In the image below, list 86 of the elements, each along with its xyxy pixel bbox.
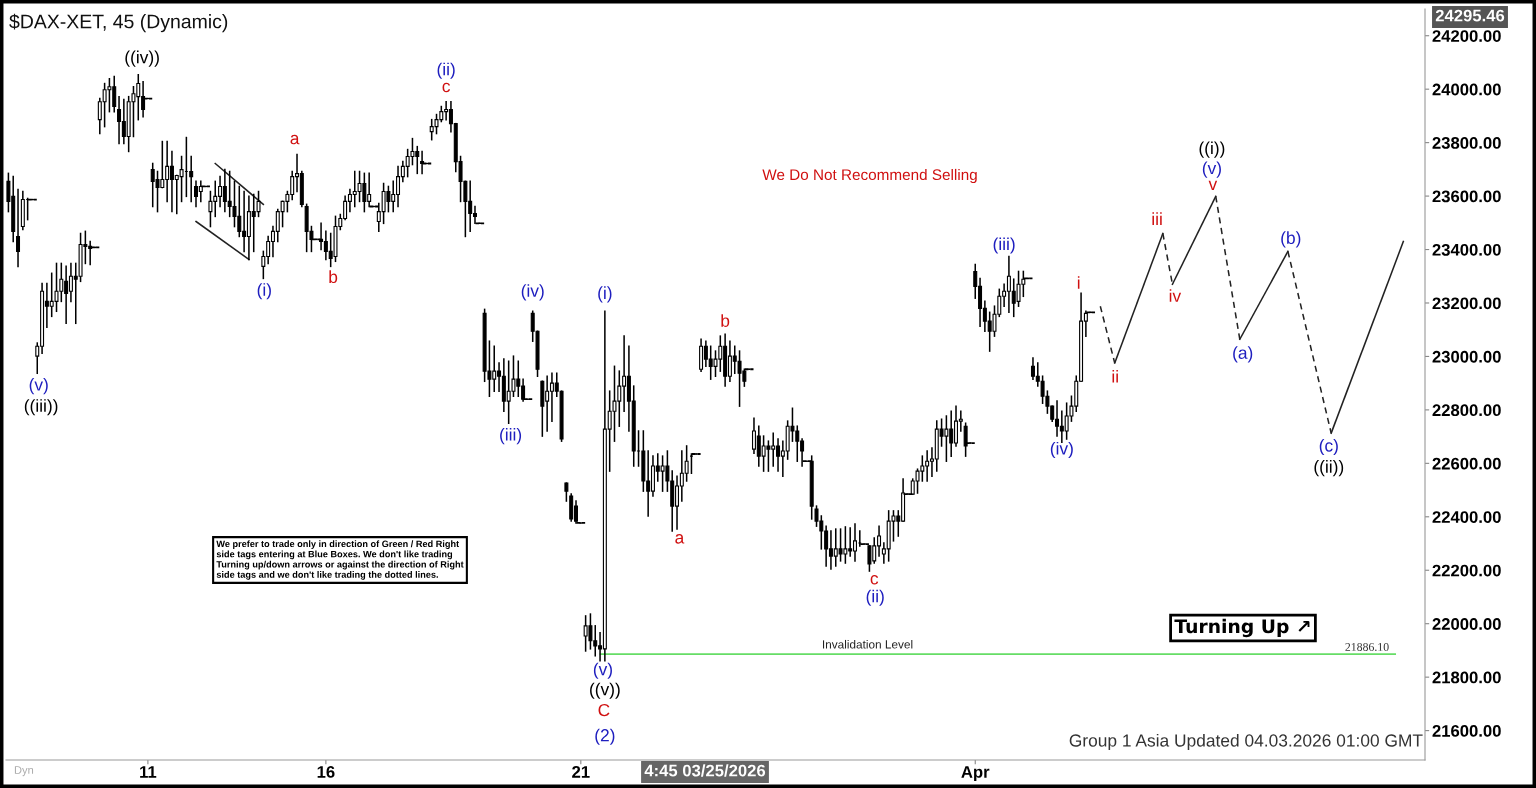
annotation: iv [1169,289,1182,302]
x-tick-label: 11 [140,766,157,778]
annotation: ((ii)) [1314,460,1344,477]
candlestick [699,338,704,372]
candlestick [852,523,857,562]
annotation: (iii) [500,427,522,445]
candlestick [54,262,59,313]
y-tick-label: 24200.00 [1432,30,1501,42]
annotation: (v) [1202,161,1221,178]
candlestick [434,113,439,135]
y-tick-label: 23600.00 [1432,190,1501,203]
annotation: (2) [595,728,615,745]
text: 4:45 03/25/2026 [644,764,766,777]
ref-line-label: Invalidation Level [822,639,913,649]
annotation: Turning Up ↗ [1174,618,1310,638]
annotation: We Do Not Recommend Selling [762,168,977,184]
annotation: ((iii)) [24,399,58,416]
candlestick [410,137,415,166]
y-tick-label: 23800.00 [1432,137,1501,149]
annotation: We prefer to trade only in direction of Green / Red Right side tags entering at Blue Boxes. We don't like trading Turning up/down arrows or against the direction of Right side tags and we don't like trading the dotted lines. [216,540,464,580]
annotation: (a) [1233,346,1253,363]
annotation: (v) [593,662,612,679]
candlestick [612,365,617,442]
annotation: ii [1112,369,1118,383]
annotation: (iv) [521,284,544,301]
annotation: (ii) [866,589,884,606]
candlestick [386,185,391,213]
annotation: Group 1 Asia Updated 04.03.2026 01:00 GMT [1069,733,1423,751]
candlestick [713,350,718,377]
annotation: (i) [598,286,612,303]
y-tick-label: 21800.00 [1432,671,1501,684]
y-tick-label: 23200.00 [1432,297,1501,310]
y-tick-label: 24000.00 [1432,83,1501,96]
candlestick [117,95,122,145]
candlestick [232,180,237,228]
candlestick [179,155,184,203]
y-tick-label: 22600.00 [1432,457,1501,470]
annotation: C [598,703,610,717]
annotation: a [675,534,685,544]
candlestick [838,528,843,562]
candlestick [1016,270,1021,307]
candlestick [16,188,21,268]
annotation: v [1208,180,1218,190]
annotation: (iii) [993,237,1015,254]
candlestick [569,493,574,522]
annotation: ((iv)) [125,50,159,67]
candlestick [660,455,665,492]
y-tick-label: 22800.00 [1432,404,1501,417]
x-tick-label: Apr [961,766,990,782]
candlestick [107,77,112,113]
annotation: (v) [29,378,48,395]
annotation: (c) [1319,438,1338,456]
candlestick [189,155,194,203]
y-tick-label: 22000.00 [1432,618,1501,630]
candlestick [155,170,160,213]
candlestick [766,440,771,472]
annotation: (b) [1281,231,1301,248]
annotation: a [290,134,300,145]
candlestick [131,86,136,138]
annotation: b [721,314,730,327]
text: Dyn [14,766,34,777]
annotation: c [870,575,879,585]
annotation: ((i)) [1199,141,1225,158]
x-tick-label: 21 [572,766,590,778]
chart-title: $DAX-XET, 45 (Dynamic) [9,13,228,33]
candlestick [737,350,742,407]
annotation: i [1077,276,1080,289]
annotation: ((v)) [590,682,620,699]
annotation: b [329,270,338,284]
candlestick [511,355,516,398]
text: 24295.46 [1435,9,1505,22]
y-tick-label: 22200.00 [1432,564,1501,577]
x-tick-label: 16 [317,766,335,778]
annotation: (ii) [437,62,455,79]
candlestick [915,468,920,494]
y-tick-label: 23000.00 [1432,350,1501,363]
annotation: 21886.10 [1345,642,1389,652]
annotation: (iv) [1050,441,1073,459]
candlestick [256,190,261,218]
y-tick-label: 23400.00 [1432,243,1501,256]
annotation: c [442,82,451,93]
annotation: iii [1152,212,1162,225]
y-tick-label: 22400.00 [1432,511,1501,523]
y-tick-label: 21600.00 [1432,725,1501,737]
candlestick [357,170,362,203]
annotation: (i) [257,283,271,300]
